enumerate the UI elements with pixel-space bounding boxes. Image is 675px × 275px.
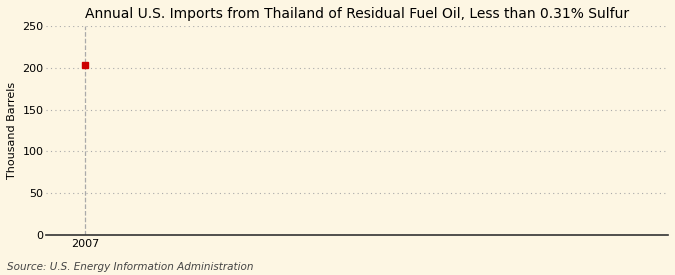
Y-axis label: Thousand Barrels: Thousand Barrels [7, 82, 17, 179]
Text: Source: U.S. Energy Information Administration: Source: U.S. Energy Information Administ… [7, 262, 253, 272]
Title: Annual U.S. Imports from Thailand of Residual Fuel Oil, Less than 0.31% Sulfur: Annual U.S. Imports from Thailand of Res… [85, 7, 629, 21]
